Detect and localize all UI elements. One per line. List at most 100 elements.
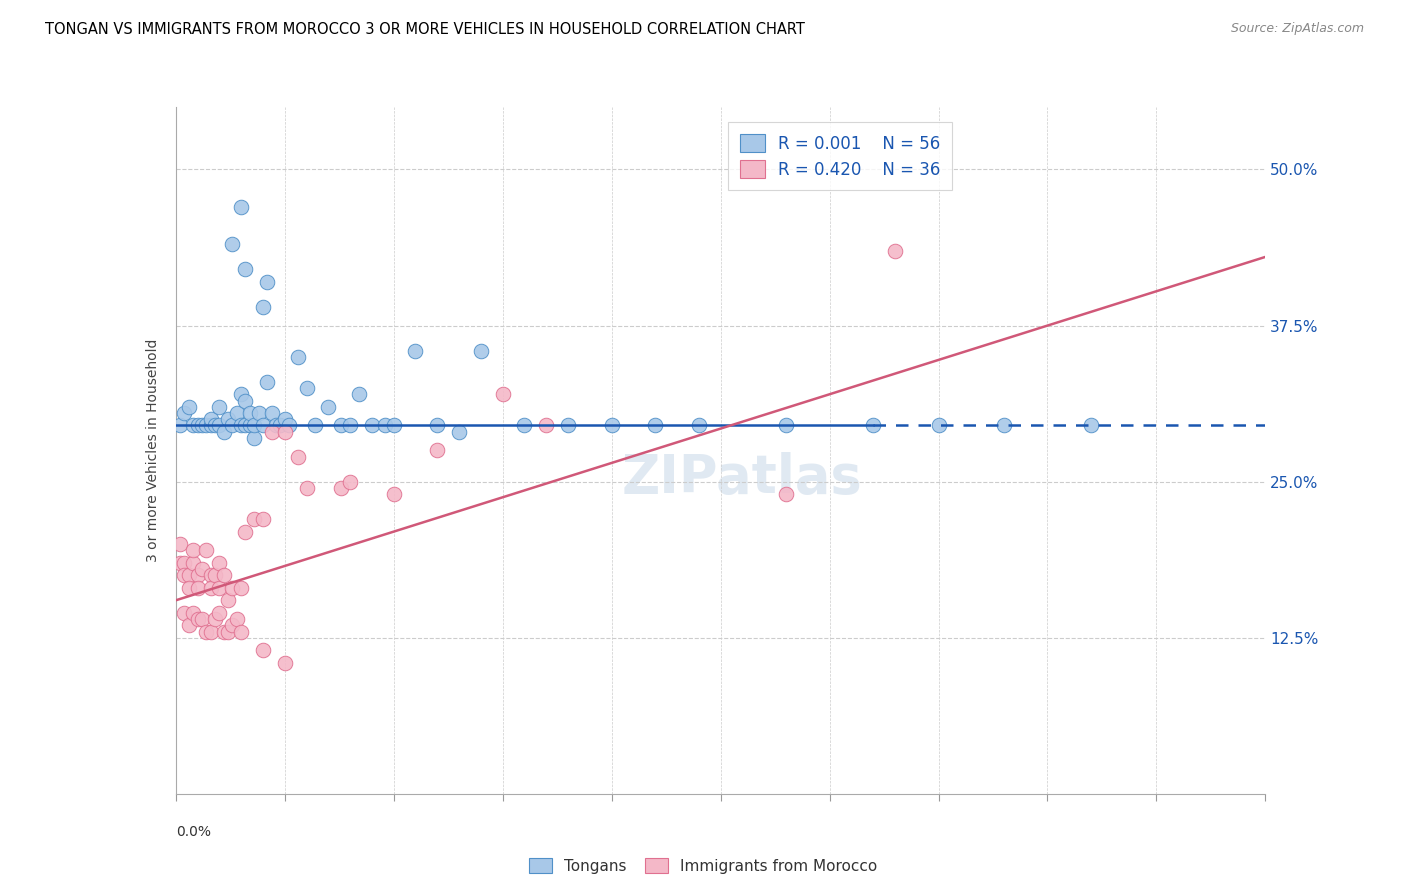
Point [557, 418, 579, 433]
Point [221, 581, 243, 595]
Point [217, 412, 239, 426]
Point [260, 425, 283, 439]
Point [169, 537, 191, 551]
Point [252, 512, 274, 526]
Point [447, 425, 470, 439]
Text: 0.0%: 0.0% [176, 825, 211, 838]
Legend: R = 0.001    N = 56, R = 0.420    N = 36: R = 0.001 N = 56, R = 0.420 N = 36 [728, 122, 952, 190]
Point [225, 612, 247, 626]
Point [191, 418, 214, 433]
Point [212, 624, 235, 639]
Point [181, 556, 204, 570]
Point [405, 343, 427, 358]
Point [186, 612, 209, 626]
Point [295, 481, 318, 495]
Point [212, 425, 235, 439]
Point [534, 418, 557, 433]
Point [173, 406, 195, 420]
Point [208, 400, 231, 414]
Point [221, 418, 243, 433]
Point [269, 418, 291, 433]
Point [252, 418, 274, 433]
Point [221, 618, 243, 632]
Point [221, 237, 243, 252]
Point [186, 568, 209, 582]
Y-axis label: 3 or more Vehicles in Household: 3 or more Vehicles in Household [146, 339, 160, 562]
Point [173, 606, 195, 620]
Point [382, 418, 405, 433]
Point [347, 387, 370, 401]
Point [287, 450, 309, 464]
Point [186, 418, 209, 433]
Legend: Tongans, Immigrants from Morocco: Tongans, Immigrants from Morocco [523, 852, 883, 880]
Point [339, 418, 361, 433]
Point [264, 418, 287, 433]
Point [191, 562, 214, 576]
Point [231, 200, 253, 214]
Point [169, 418, 191, 433]
Point [274, 412, 297, 426]
Point [235, 524, 257, 539]
Text: Source: ZipAtlas.com: Source: ZipAtlas.com [1230, 22, 1364, 36]
Point [204, 418, 226, 433]
Text: ZIPatlas: ZIPatlas [621, 452, 863, 504]
Point [862, 418, 884, 433]
Point [688, 418, 710, 433]
Point [200, 581, 222, 595]
Point [212, 568, 235, 582]
Point [274, 656, 297, 670]
Point [177, 581, 200, 595]
Point [173, 556, 195, 570]
Point [235, 393, 257, 408]
Point [208, 581, 231, 595]
Point [374, 418, 396, 433]
Point [208, 556, 231, 570]
Point [200, 624, 222, 639]
Point [318, 400, 340, 414]
Point [260, 406, 283, 420]
Point [295, 381, 318, 395]
Point [239, 418, 262, 433]
Point [360, 418, 382, 433]
Point [287, 350, 309, 364]
Point [173, 568, 195, 582]
Point [235, 418, 257, 433]
Point [256, 275, 278, 289]
Point [231, 418, 253, 433]
Point [231, 624, 253, 639]
Point [217, 624, 239, 639]
Point [304, 418, 326, 433]
Point [177, 400, 200, 414]
Text: TONGAN VS IMMIGRANTS FROM MOROCCO 3 OR MORE VEHICLES IN HOUSEHOLD CORRELATION CH: TONGAN VS IMMIGRANTS FROM MOROCCO 3 OR M… [45, 22, 804, 37]
Point [339, 475, 361, 489]
Point [239, 406, 262, 420]
Point [600, 418, 623, 433]
Point [330, 481, 353, 495]
Point [243, 418, 266, 433]
Point [225, 406, 247, 420]
Point [191, 612, 214, 626]
Point [256, 375, 278, 389]
Point [181, 418, 204, 433]
Point [492, 387, 515, 401]
Point [181, 543, 204, 558]
Point [426, 443, 449, 458]
Point [195, 543, 218, 558]
Point [274, 425, 297, 439]
Point [1080, 418, 1102, 433]
Point [775, 487, 797, 501]
Point [208, 606, 231, 620]
Point [278, 418, 301, 433]
Point [235, 262, 257, 277]
Point [204, 612, 226, 626]
Point [993, 418, 1015, 433]
Point [186, 581, 209, 595]
Point [200, 418, 222, 433]
Point [644, 418, 666, 433]
Point [177, 568, 200, 582]
Point [208, 418, 231, 433]
Point [204, 568, 226, 582]
Point [231, 581, 253, 595]
Point [243, 512, 266, 526]
Point [195, 418, 218, 433]
